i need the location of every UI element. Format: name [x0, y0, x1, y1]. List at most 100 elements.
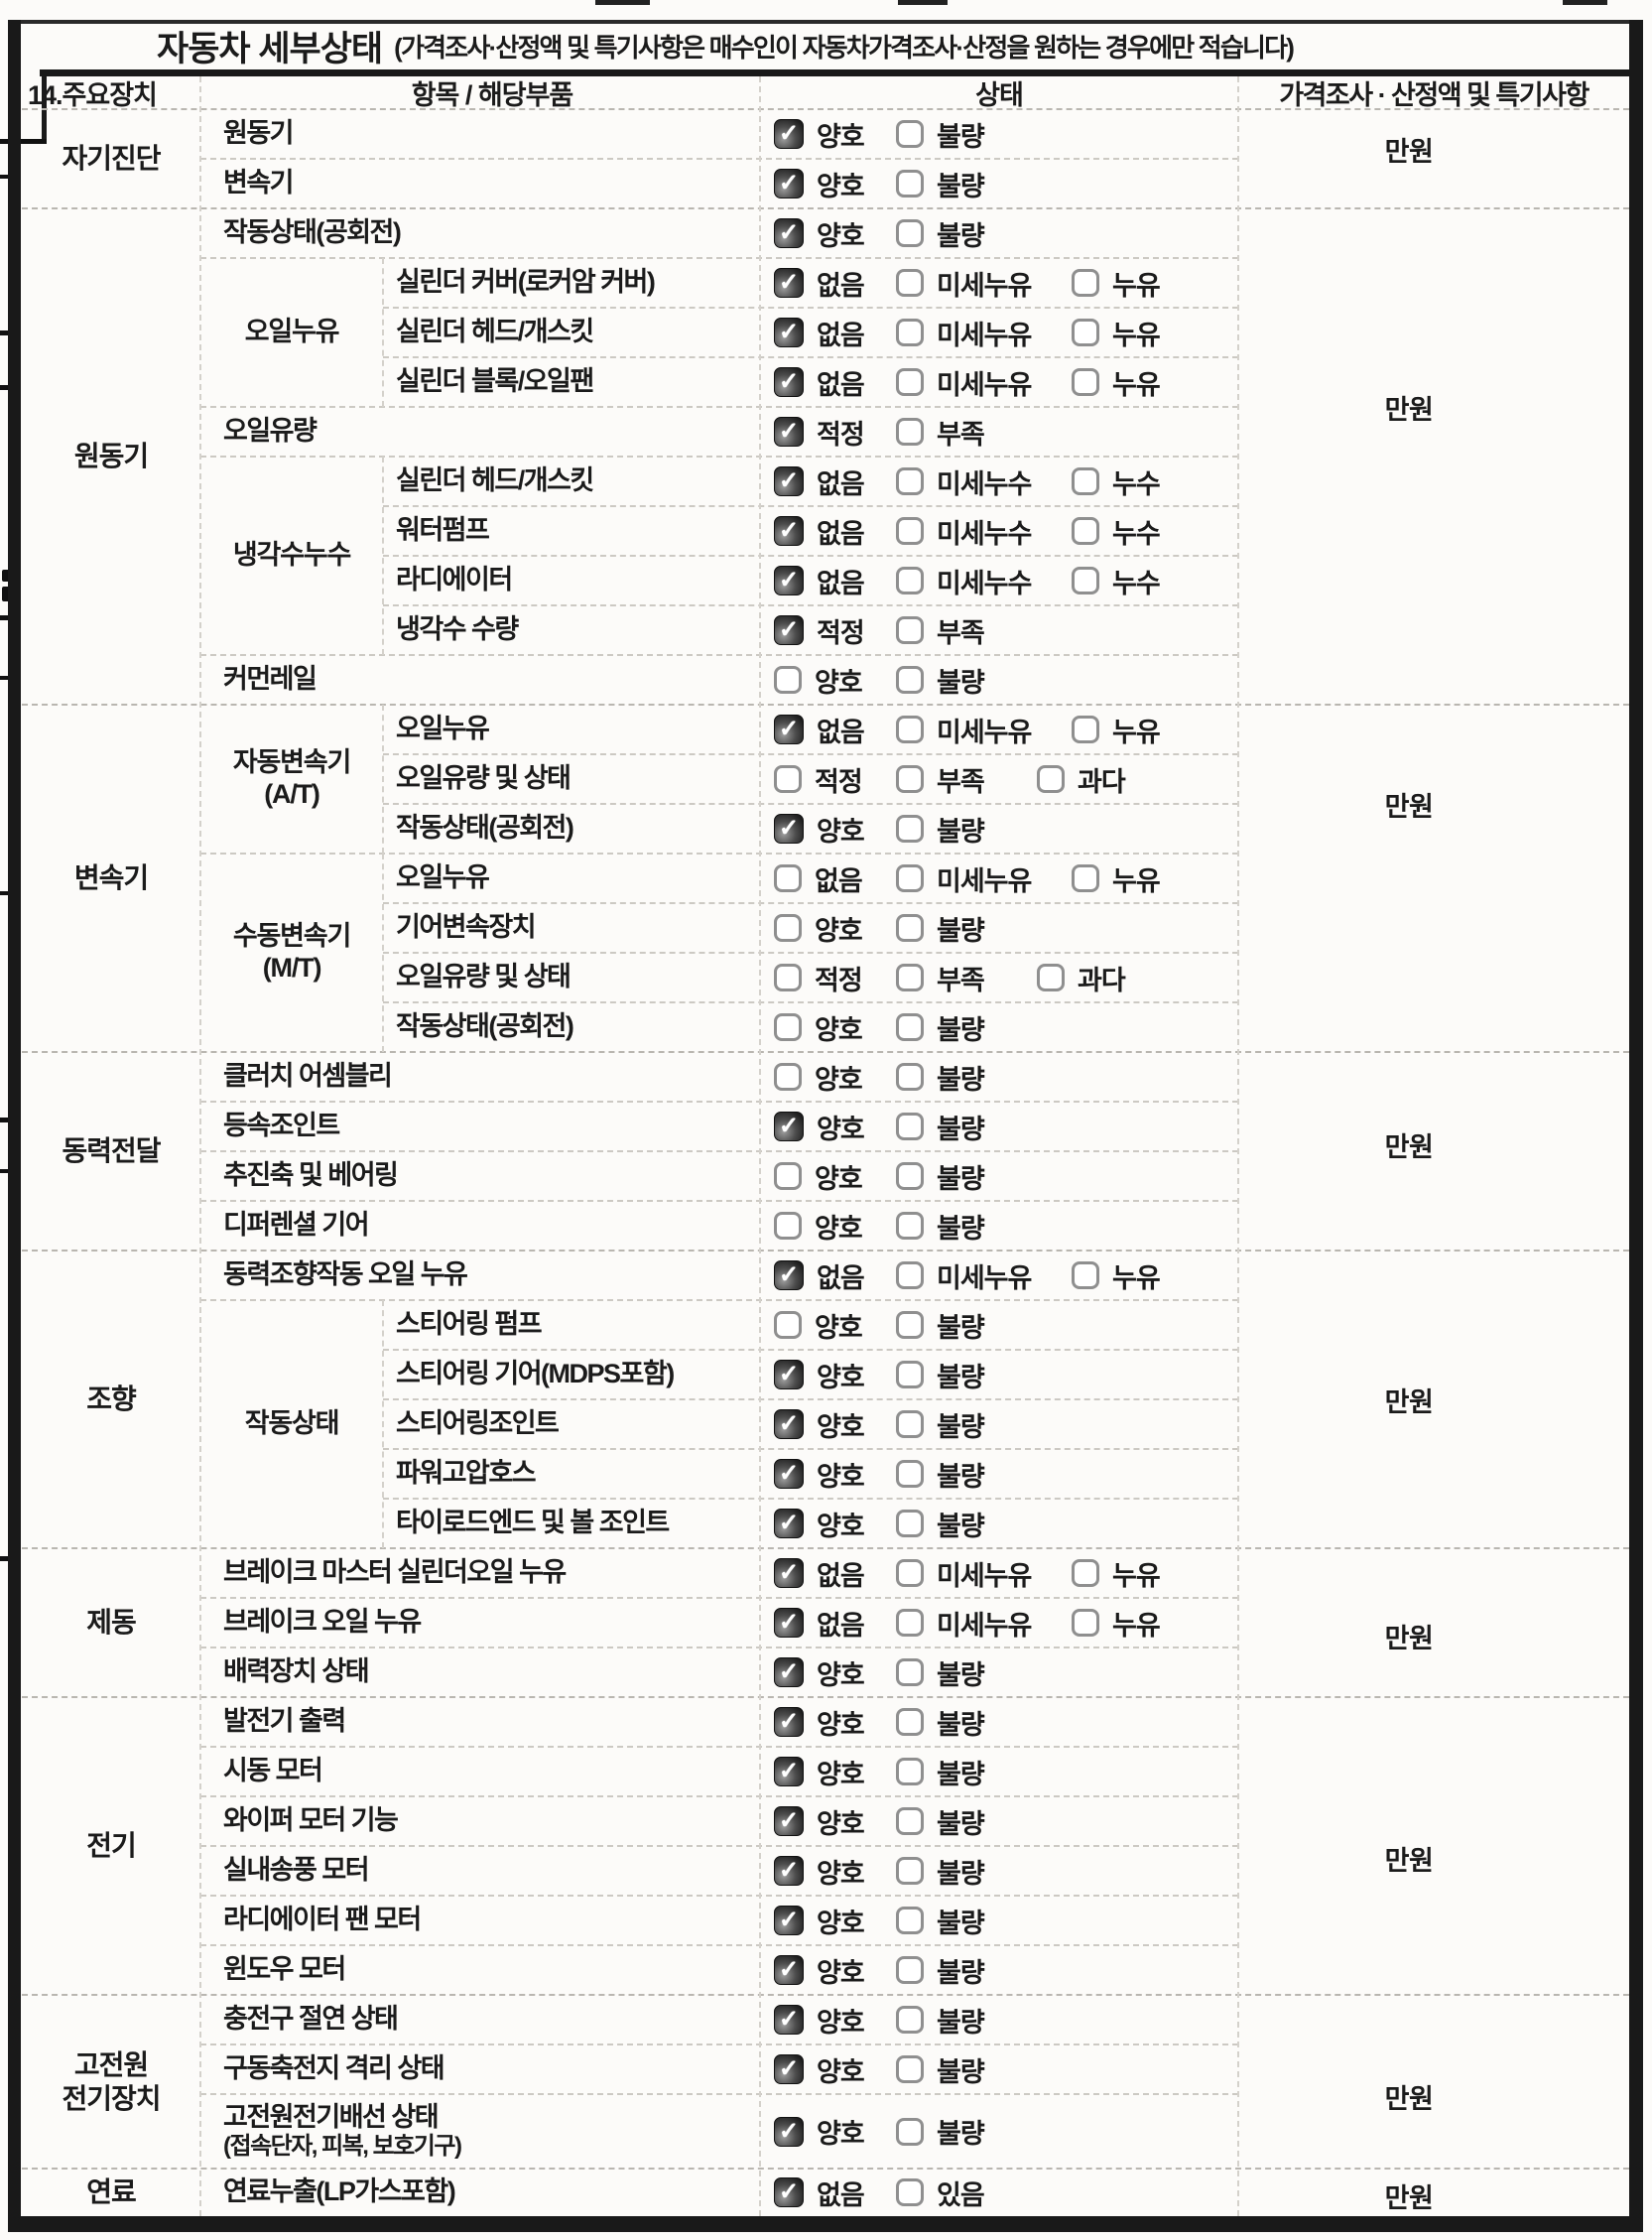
- checkbox-unchecked-icon[interactable]: [774, 765, 802, 793]
- checkbox-unchecked-icon[interactable]: [1037, 964, 1065, 991]
- checkbox-checked-icon[interactable]: ✓: [774, 466, 804, 496]
- checkbox-unchecked-icon[interactable]: [1072, 467, 1099, 495]
- checkbox-checked-icon[interactable]: ✓: [774, 1112, 804, 1141]
- checkbox-unchecked-icon[interactable]: [896, 1609, 924, 1637]
- checkbox-unchecked-icon[interactable]: [896, 269, 924, 297]
- status-option: 불량: [896, 1002, 985, 1052]
- checkbox-checked-icon[interactable]: ✓: [774, 1260, 804, 1290]
- checkbox-unchecked-icon[interactable]: [896, 1758, 924, 1785]
- checkbox-unchecked-icon[interactable]: [896, 864, 924, 892]
- checkbox-unchecked-icon[interactable]: [774, 964, 802, 991]
- checkbox-unchecked-icon[interactable]: [896, 2178, 924, 2206]
- checkbox-unchecked-icon[interactable]: [896, 517, 924, 545]
- checkbox-unchecked-icon[interactable]: [1072, 517, 1099, 545]
- checkbox-checked-icon[interactable]: ✓: [774, 1657, 804, 1687]
- checkbox-unchecked-icon[interactable]: [896, 1410, 924, 1438]
- checkbox-checked-icon[interactable]: ✓: [774, 615, 804, 645]
- checkbox-unchecked-icon[interactable]: [896, 2006, 924, 2034]
- checkbox-unchecked-icon[interactable]: [774, 1311, 802, 1339]
- checkbox-unchecked-icon[interactable]: [896, 616, 924, 644]
- checkbox-checked-icon[interactable]: ✓: [774, 2177, 804, 2207]
- checkbox-unchecked-icon[interactable]: [896, 914, 924, 942]
- checkbox-unchecked-icon[interactable]: [1072, 1609, 1099, 1637]
- checkbox-unchecked-icon[interactable]: [774, 1013, 802, 1041]
- checkbox-unchecked-icon[interactable]: [896, 1857, 924, 1885]
- checkbox-checked-icon[interactable]: ✓: [774, 1856, 804, 1886]
- checkbox-unchecked-icon[interactable]: [896, 1013, 924, 1041]
- checkbox-unchecked-icon[interactable]: [774, 864, 802, 892]
- checkbox-unchecked-icon[interactable]: [896, 567, 924, 594]
- checkbox-unchecked-icon[interactable]: [896, 219, 924, 247]
- checkbox-unchecked-icon[interactable]: [896, 2117, 924, 2146]
- checkbox-checked-icon[interactable]: ✓: [774, 1360, 804, 1389]
- checkbox-unchecked-icon[interactable]: [774, 666, 802, 694]
- checkbox-checked-icon[interactable]: ✓: [774, 715, 804, 744]
- checkbox-unchecked-icon[interactable]: [896, 964, 924, 991]
- checkbox-unchecked-icon[interactable]: [1072, 319, 1099, 346]
- checkbox-checked-icon[interactable]: ✓: [774, 367, 804, 397]
- checkbox-unchecked-icon[interactable]: [896, 1559, 924, 1587]
- checkbox-checked-icon[interactable]: ✓: [774, 1409, 804, 1439]
- checkbox-unchecked-icon[interactable]: [896, 815, 924, 843]
- checkbox-unchecked-icon[interactable]: [896, 1658, 924, 1686]
- checkbox-unchecked-icon[interactable]: [896, 1063, 924, 1091]
- checkbox-unchecked-icon[interactable]: [896, 368, 924, 396]
- checkbox-checked-icon[interactable]: ✓: [774, 268, 804, 298]
- checkbox-checked-icon[interactable]: ✓: [774, 1955, 804, 1985]
- checkbox-unchecked-icon[interactable]: [896, 2055, 924, 2083]
- checkbox-checked-icon[interactable]: ✓: [774, 218, 804, 248]
- checkbox-checked-icon[interactable]: ✓: [774, 2054, 804, 2084]
- checkbox-unchecked-icon[interactable]: [896, 1956, 924, 1984]
- checkbox-checked-icon[interactable]: ✓: [774, 119, 804, 149]
- checkbox-unchecked-icon[interactable]: [1037, 765, 1065, 793]
- checkbox-unchecked-icon[interactable]: [1072, 1559, 1099, 1587]
- checkbox-checked-icon[interactable]: ✓: [774, 2116, 804, 2147]
- status-option-label: 미세누유: [937, 1560, 1032, 1591]
- checkbox-unchecked-icon[interactable]: [896, 765, 924, 793]
- checkbox-checked-icon[interactable]: ✓: [774, 417, 804, 447]
- checkbox-unchecked-icon[interactable]: [896, 716, 924, 743]
- checkbox-unchecked-icon[interactable]: [1072, 864, 1099, 892]
- checkbox-unchecked-icon[interactable]: [774, 1212, 802, 1240]
- checkbox-unchecked-icon[interactable]: [1072, 567, 1099, 594]
- checkbox-unchecked-icon[interactable]: [896, 170, 924, 198]
- status-option: 없음: [774, 854, 863, 903]
- checkbox-unchecked-icon[interactable]: [896, 319, 924, 346]
- checkbox-checked-icon[interactable]: ✓: [774, 1757, 804, 1786]
- checkbox-unchecked-icon[interactable]: [896, 1361, 924, 1388]
- checkbox-unchecked-icon[interactable]: [896, 1113, 924, 1140]
- checkbox-unchecked-icon[interactable]: [896, 418, 924, 446]
- checkbox-unchecked-icon[interactable]: [896, 1510, 924, 1537]
- checkbox-unchecked-icon[interactable]: [896, 467, 924, 495]
- checkbox-unchecked-icon[interactable]: [896, 1708, 924, 1736]
- checkbox-unchecked-icon[interactable]: [896, 1261, 924, 1289]
- checkbox-unchecked-icon[interactable]: [896, 1311, 924, 1339]
- checkbox-unchecked-icon[interactable]: [1072, 1261, 1099, 1289]
- checkbox-checked-icon[interactable]: ✓: [774, 1707, 804, 1737]
- checkbox-unchecked-icon[interactable]: [774, 1162, 802, 1190]
- checkbox-unchecked-icon[interactable]: [774, 914, 802, 942]
- checkbox-checked-icon[interactable]: ✓: [774, 1608, 804, 1638]
- checkbox-checked-icon[interactable]: ✓: [774, 516, 804, 546]
- checkbox-checked-icon[interactable]: ✓: [774, 1459, 804, 1489]
- checkbox-unchecked-icon[interactable]: [896, 1162, 924, 1190]
- checkbox-checked-icon[interactable]: ✓: [774, 2005, 804, 2035]
- checkbox-unchecked-icon[interactable]: [1072, 269, 1099, 297]
- checkbox-unchecked-icon[interactable]: [1072, 716, 1099, 743]
- checkbox-checked-icon[interactable]: ✓: [774, 1906, 804, 1935]
- checkbox-checked-icon[interactable]: ✓: [774, 1509, 804, 1538]
- checkbox-checked-icon[interactable]: ✓: [774, 169, 804, 198]
- checkbox-unchecked-icon[interactable]: [896, 1460, 924, 1488]
- checkbox-unchecked-icon[interactable]: [896, 1807, 924, 1835]
- checkbox-unchecked-icon[interactable]: [896, 666, 924, 694]
- checkbox-unchecked-icon[interactable]: [896, 120, 924, 148]
- checkbox-unchecked-icon[interactable]: [896, 1907, 924, 1934]
- checkbox-checked-icon[interactable]: ✓: [774, 1806, 804, 1836]
- checkbox-unchecked-icon[interactable]: [774, 1063, 802, 1091]
- checkbox-checked-icon[interactable]: ✓: [774, 814, 804, 844]
- checkbox-checked-icon[interactable]: ✓: [774, 318, 804, 347]
- checkbox-unchecked-icon[interactable]: [896, 1212, 924, 1240]
- checkbox-unchecked-icon[interactable]: [1072, 368, 1099, 396]
- checkbox-checked-icon[interactable]: ✓: [774, 566, 804, 595]
- checkbox-checked-icon[interactable]: ✓: [774, 1558, 804, 1588]
